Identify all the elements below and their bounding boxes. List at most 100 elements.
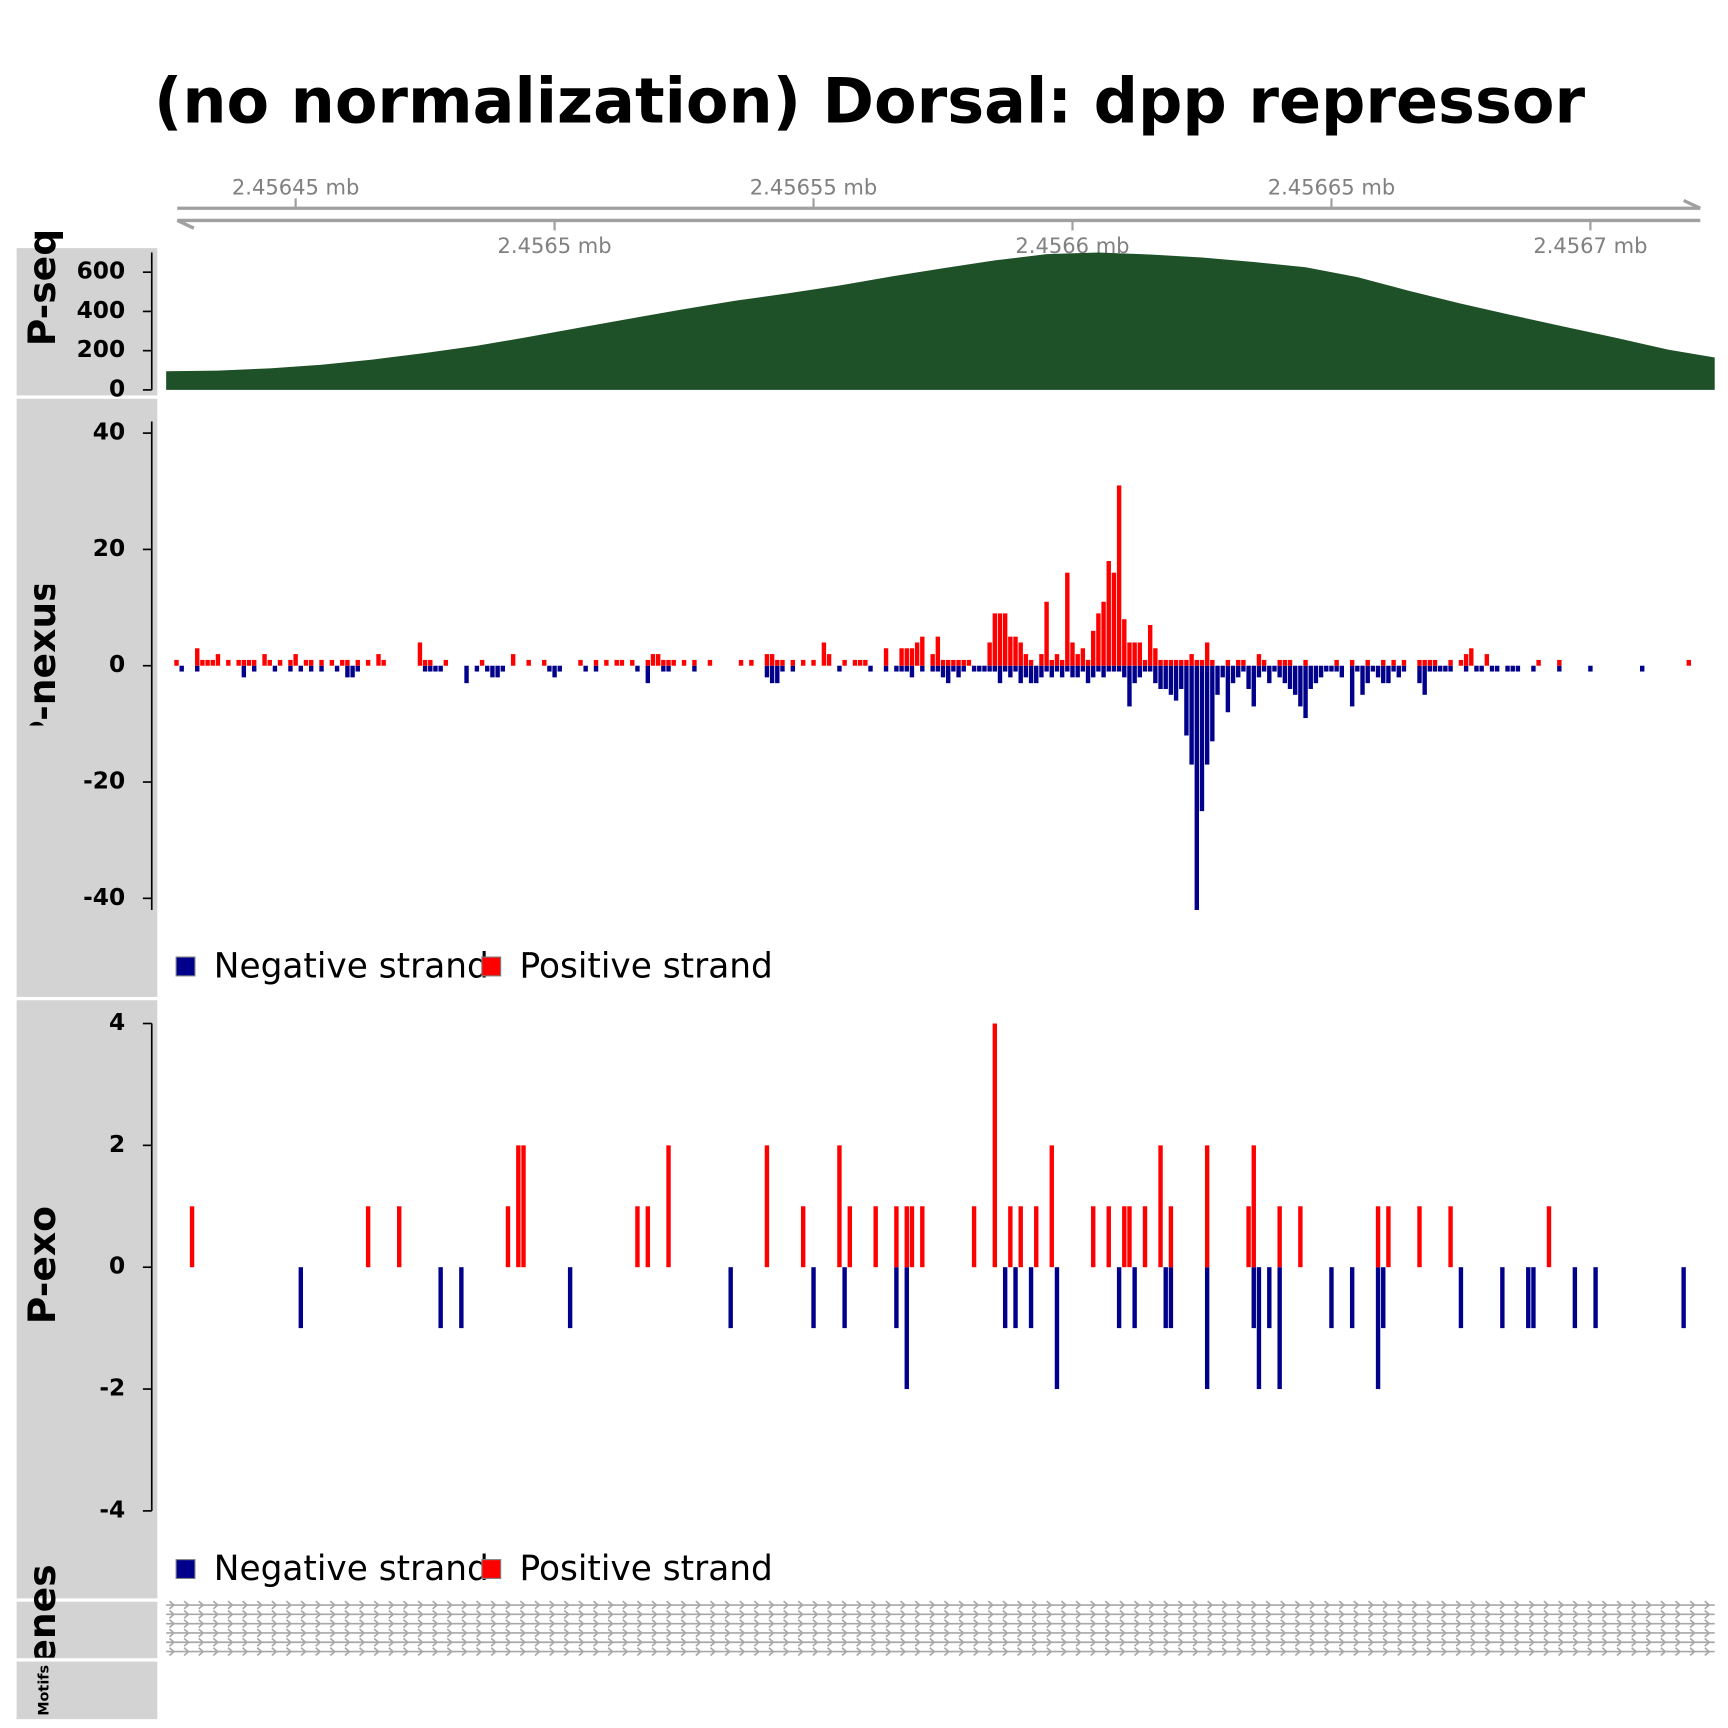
bar [251, 659, 257, 666]
bar [1049, 1145, 1054, 1268]
bar [1474, 665, 1479, 672]
bar [1023, 654, 1029, 666]
bar [671, 659, 676, 666]
bar [1292, 665, 1298, 695]
bar [1163, 1267, 1168, 1329]
bar [1194, 665, 1199, 910]
bar [1463, 654, 1469, 666]
bar [1251, 665, 1256, 707]
bar [1375, 665, 1381, 678]
bar [500, 665, 505, 672]
bar [1023, 665, 1029, 678]
bar [1116, 485, 1122, 666]
bar [961, 659, 966, 666]
bar [1054, 1267, 1060, 1390]
bar [1013, 1267, 1018, 1329]
bar [847, 1206, 852, 1268]
bar [200, 659, 205, 666]
bar [1349, 665, 1355, 707]
bar [940, 665, 946, 678]
bar [764, 1145, 770, 1268]
bar [459, 1267, 464, 1329]
bar [1256, 654, 1262, 666]
genome-axis-arrow [1682, 198, 1702, 210]
bar [1168, 1206, 1174, 1268]
bar [1370, 665, 1376, 672]
bar [319, 665, 324, 672]
x-tick-label: 2.45645 mb [232, 174, 360, 199]
y-tick-label: 400 [77, 297, 126, 324]
bar [262, 654, 267, 666]
bar [1365, 659, 1370, 666]
y-tick-label: 2 [109, 1131, 125, 1158]
bar [1432, 665, 1438, 672]
bar [1189, 654, 1194, 666]
legend-label: Negative strand [214, 947, 489, 987]
bar [1194, 659, 1199, 666]
bar [1096, 613, 1101, 666]
bar [438, 665, 443, 672]
bar [1236, 659, 1241, 666]
bar [443, 659, 449, 666]
bar [557, 665, 562, 672]
y-tick-label: 0 [109, 375, 125, 402]
bar [1034, 1206, 1039, 1268]
gene-model [166, 1619, 1715, 1629]
bar [1179, 659, 1184, 666]
bar [997, 613, 1003, 666]
bar [1013, 636, 1018, 666]
bar [1085, 665, 1091, 684]
bar [345, 665, 350, 678]
bar [920, 1206, 925, 1268]
bar [1028, 659, 1034, 666]
bar [1401, 665, 1407, 672]
bar [510, 654, 516, 666]
gene-model [166, 1647, 1715, 1657]
bar [1002, 665, 1008, 672]
bar [1448, 665, 1453, 672]
bar [997, 665, 1003, 684]
bar [1018, 665, 1023, 684]
bar [1132, 665, 1137, 684]
bar [1220, 665, 1225, 678]
bar [277, 659, 283, 666]
y-tick-label: -4 [99, 1496, 125, 1523]
bar [1199, 665, 1205, 812]
bar [982, 665, 987, 672]
bar [883, 648, 889, 666]
bar [174, 659, 179, 666]
legend-swatch [175, 1559, 196, 1580]
bar [1427, 659, 1433, 666]
bar [1401, 659, 1407, 666]
bar [1039, 654, 1044, 666]
bar [1531, 1267, 1536, 1329]
bar [1241, 665, 1246, 672]
bar [1557, 665, 1562, 672]
bar [1251, 1145, 1256, 1268]
bar [728, 1267, 733, 1329]
bar [1106, 1206, 1111, 1268]
bar [1282, 665, 1288, 684]
bar [516, 1145, 521, 1268]
bar [1049, 665, 1054, 678]
bar [485, 665, 490, 672]
bar [1008, 1206, 1013, 1268]
y-tick-label: 40 [93, 419, 125, 446]
bar [1557, 659, 1562, 666]
bar [226, 659, 231, 666]
bar [992, 1023, 998, 1268]
bar [775, 659, 780, 666]
bar [1510, 665, 1515, 672]
bar [1132, 642, 1137, 666]
bar [1267, 665, 1272, 684]
gene-model [166, 1609, 1715, 1619]
bar [775, 665, 780, 684]
bar [1070, 665, 1075, 678]
bar [1091, 1206, 1096, 1268]
bar [1365, 665, 1370, 684]
bar [1681, 1267, 1686, 1329]
bar [1158, 1145, 1163, 1268]
bar [1173, 659, 1179, 666]
bar [1422, 659, 1427, 666]
